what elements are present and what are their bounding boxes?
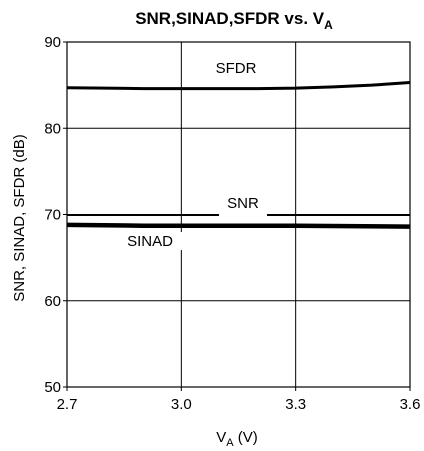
x-tick-label: 3.0 [171,396,192,413]
series-line-sfdr [66,81,411,91]
chart-title: SNR,SINAD,SFDR vs. VA [135,9,333,32]
x-tick-label: 2.7 [57,396,78,413]
series-label-sinad: SINAD [127,233,173,250]
x-axis-label-subscript: A [226,437,234,449]
y-ticks: 50 60 70 80 90 [44,34,67,396]
sinad-label-bg [118,232,182,250]
y-axis-label: SNR, SINAD, SFDR (dB) [11,134,28,302]
series-label-sfdr: SFDR [216,60,257,77]
x-tick-label: 3.3 [285,396,306,413]
series-label-snr: SNR [227,195,259,212]
x-axis-label: VA (V) [216,429,258,449]
y-tick-label: 70 [44,207,61,224]
x-ticks: 2.7 3.0 3.3 3.6 [57,387,421,413]
snr-label-gap [219,212,267,219]
y-tick-label: 50 [44,379,61,396]
series-line-sinad [66,222,411,229]
y-tick-label: 60 [44,293,61,310]
x-axis-label-unit: (V) [234,429,258,446]
chart-title-subscript: A [324,18,333,32]
y-tick-label: 90 [44,34,61,51]
x-tick-label: 3.6 [400,396,421,413]
y-tick-label: 80 [44,120,61,137]
series-group: SFDR SNR SINAD [66,60,411,250]
x-axis-label-main: V [216,429,226,446]
grid [67,42,410,387]
chart-title-main: SNR,SINAD,SFDR vs. V [135,9,325,28]
